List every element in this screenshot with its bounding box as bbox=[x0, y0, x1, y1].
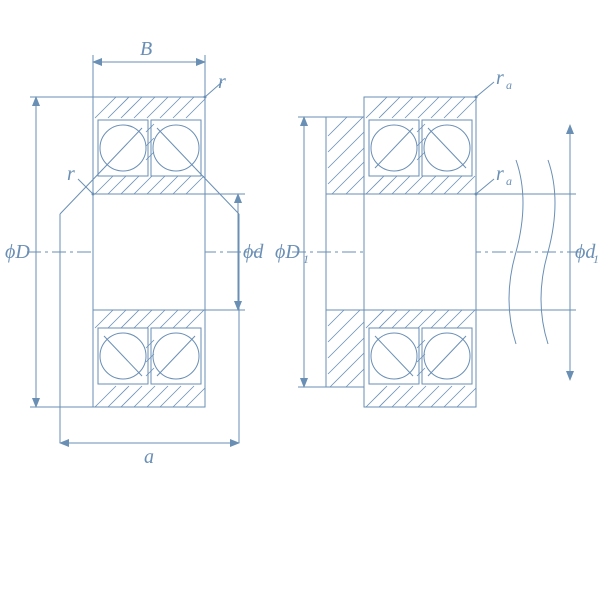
svg-text:r: r bbox=[496, 163, 504, 185]
svg-text:a: a bbox=[506, 78, 512, 92]
label-ra-bot: r a bbox=[496, 163, 512, 188]
svg-text:r: r bbox=[496, 67, 504, 89]
svg-text:ϕD: ϕD bbox=[275, 241, 300, 263]
label-phid: ϕd bbox=[243, 241, 264, 263]
label-phid1: ϕd 1 bbox=[575, 241, 599, 266]
svg-text:a: a bbox=[506, 174, 512, 188]
label-ra-top: r a bbox=[496, 67, 512, 92]
label-r-left: r bbox=[67, 163, 75, 185]
label-phiD: ϕD bbox=[5, 241, 30, 263]
svg-text:1: 1 bbox=[593, 252, 599, 266]
left-view bbox=[27, 55, 260, 443]
svg-text:1: 1 bbox=[303, 252, 309, 266]
label-r-top: r bbox=[218, 71, 226, 93]
label-B: B bbox=[140, 38, 152, 60]
right-view bbox=[292, 82, 585, 407]
label-a: a bbox=[144, 446, 154, 468]
